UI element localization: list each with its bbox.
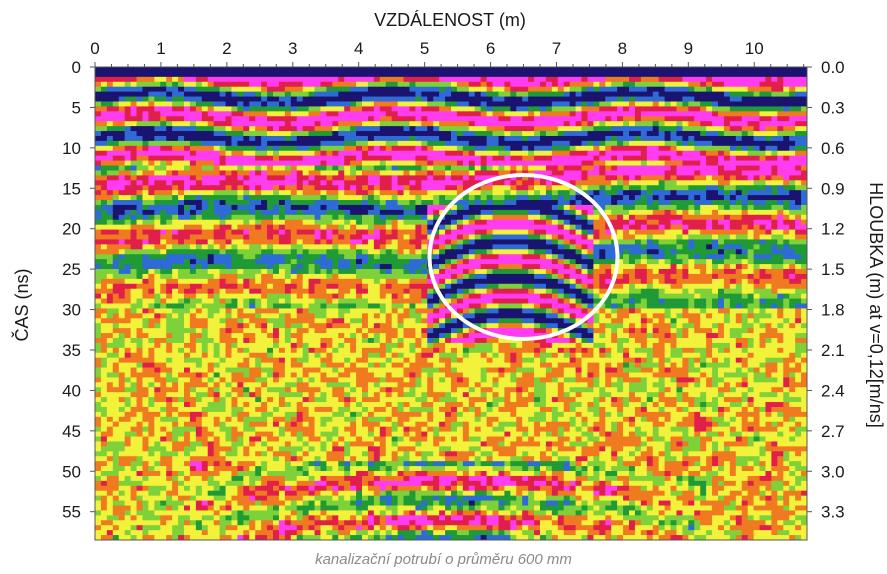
right-tick-label: 1.2 [821, 220, 845, 239]
left-tick-label: 10 [62, 139, 81, 158]
right-axis-title: HLOUBKA (m) at v=0,12[m/ns] [866, 182, 886, 428]
left-tick-label: 15 [62, 179, 81, 198]
right-tick-label: 0.0 [821, 58, 845, 77]
right-tick-label: 1.8 [821, 301, 845, 320]
annotation-layer [427, 173, 620, 342]
right-tick-label: 1.5 [821, 260, 845, 279]
left-tick-label: 50 [62, 462, 81, 481]
left-axis-title: ČAS (ns) [11, 268, 32, 341]
right-tick-labels: 0.0 0.3 0.6 0.9 1.2 1.5 1.8 2.1 2.4 2.7 3.0 3.3 [821, 58, 845, 522]
x-tick-label: 7 [552, 39, 561, 58]
plot-border [94, 66, 808, 541]
right-tick-label: 2.1 [821, 341, 845, 360]
x-tick-label: 1 [156, 39, 165, 58]
x-tick-label: 10 [745, 39, 764, 58]
left-tick-label: 30 [62, 301, 81, 320]
x-tick-label: 8 [618, 39, 627, 58]
left-tick-labels: 0 5 10 15 20 25 30 35 40 45 50 55 [62, 58, 81, 522]
plot-frame [90, 62, 812, 541]
right-tick-label: 3.0 [821, 462, 845, 481]
right-tick-label: 3.3 [821, 503, 845, 522]
left-tick-label: 20 [62, 220, 81, 239]
left-tick-label: 55 [62, 503, 81, 522]
right-tick-label: 0.6 [821, 139, 845, 158]
left-tick-label: 45 [62, 422, 81, 441]
x-tick-label: 3 [288, 39, 297, 58]
left-tick-label: 0 [72, 58, 81, 77]
x-tick-label: 6 [486, 39, 495, 58]
left-tick-label: 5 [72, 98, 81, 117]
x-tick-label: 9 [684, 39, 693, 58]
left-tick-label: 40 [62, 381, 81, 400]
highlight-circle [427, 173, 620, 342]
figure-caption: kanalizační potrubí o průměru 600 mm [315, 551, 572, 568]
right-tick-label: 0.9 [821, 179, 845, 198]
left-tick-label: 25 [62, 260, 81, 279]
left-tick-label: 35 [62, 341, 81, 360]
x-tick-label: 0 [90, 39, 99, 58]
x-tick-label: 2 [222, 39, 231, 58]
x-tick-label: 5 [420, 39, 429, 58]
x-tick-labels: 0 1 2 3 4 5 6 7 8 9 10 [90, 39, 763, 58]
right-tick-label: 2.4 [821, 381, 845, 400]
radargram-image [95, 67, 807, 540]
x-tick-label: 4 [354, 39, 363, 58]
gpr-radargram-figure: VZDÁLENOST (m) ČAS (ns) HLOUBKA (m) at v… [11, 10, 886, 541]
right-tick-label: 0.3 [821, 98, 845, 117]
x-axis-title: VZDÁLENOST (m) [374, 10, 526, 30]
right-tick-label: 2.7 [821, 422, 845, 441]
